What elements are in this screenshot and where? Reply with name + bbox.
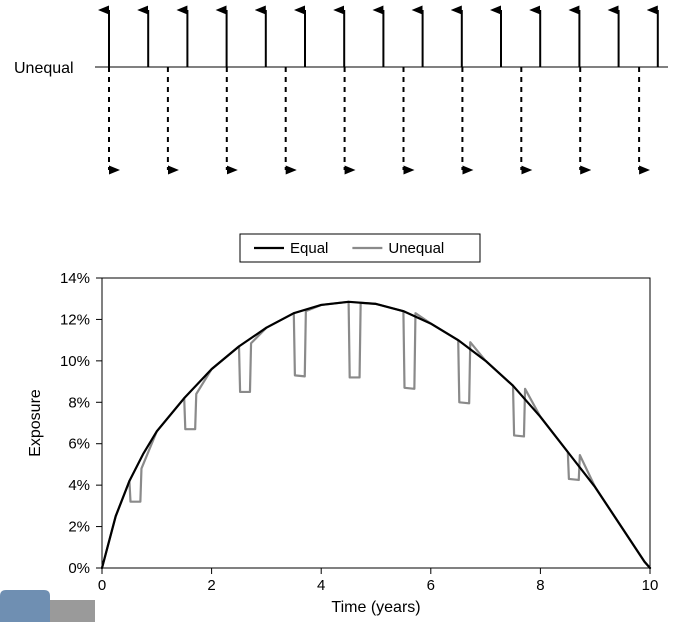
y-tick-label: 0% <box>68 560 90 577</box>
y-tick-label: 10% <box>60 353 90 370</box>
footer-stub-blue <box>0 590 50 622</box>
legend-label: Unequal <box>388 240 444 257</box>
y-tick-label: 14% <box>60 270 90 287</box>
footer-stub-gray <box>50 600 95 622</box>
x-tick-label: 2 <box>207 577 215 594</box>
y-tick-label: 4% <box>68 477 90 494</box>
x-tick-label: 0 <box>98 577 106 594</box>
y-tick-label: 2% <box>68 519 90 536</box>
x-tick-label: 4 <box>317 577 325 594</box>
x-tick-label: 10 <box>642 577 659 594</box>
page: Unequal 0% 2% 4% 6% 8% 10% 12% 14% 0 2 4 6 8 10 Time (y… <box>0 0 686 622</box>
x-tick-label: 6 <box>427 577 435 594</box>
figure-svg: Unequal 0% 2% 4% 6% 8% 10% 12% 14% 0 2 4 6 8 10 Time (y… <box>0 0 686 622</box>
x-tick-label: 8 <box>536 577 544 594</box>
legend-label: Equal <box>290 240 328 257</box>
y-tick-label: 6% <box>68 436 90 453</box>
arrow-panel-label: Unequal <box>14 60 74 77</box>
y-axis-label: Exposure <box>27 389 44 457</box>
x-axis-label: Time (years) <box>331 599 420 616</box>
y-tick-label: 12% <box>60 311 90 328</box>
y-tick-label: 8% <box>68 394 90 411</box>
